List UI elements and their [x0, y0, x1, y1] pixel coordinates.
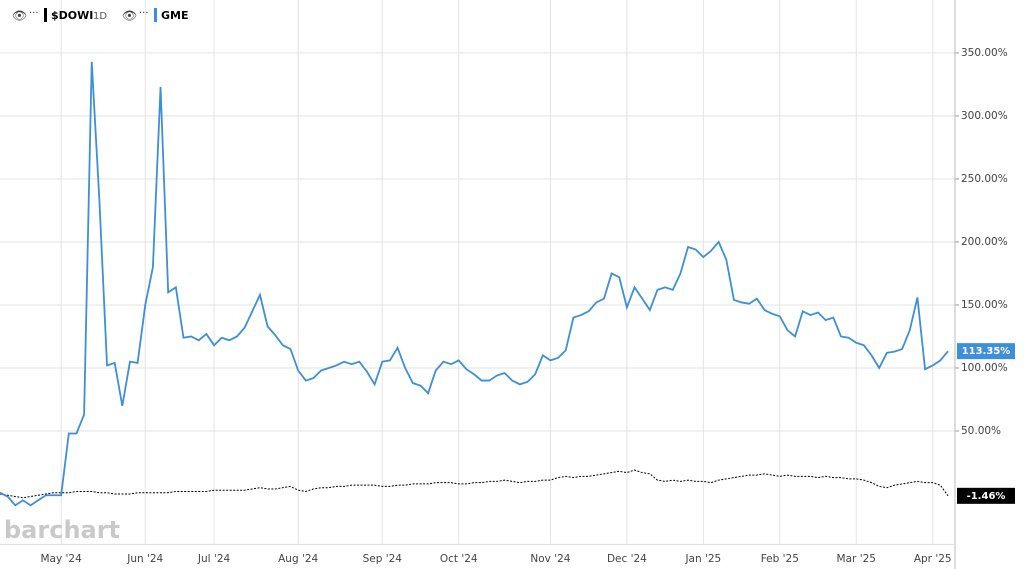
- watermark: barchart: [4, 516, 120, 544]
- x-tick-label: Sep '24: [363, 553, 403, 565]
- series-line: [0, 469, 949, 499]
- eye-icon: 👁: [12, 9, 27, 23]
- legend-label: GME: [161, 9, 189, 22]
- x-tick-label: Apr '25: [914, 553, 952, 565]
- x-tick-label: Mar '25: [837, 553, 876, 565]
- interval-label: 1D: [93, 11, 107, 22]
- y-tick-label: 350.00%: [961, 47, 1008, 59]
- value-label-box: [957, 343, 1015, 360]
- y-tick-label: 50.00%: [961, 425, 1001, 437]
- x-tick-label: Aug '24: [278, 553, 318, 565]
- value-label: 113.35%: [962, 346, 1011, 357]
- legend-swatch: [154, 8, 157, 22]
- legend-swatch: [44, 8, 47, 22]
- y-tick-label: 250.00%: [961, 173, 1008, 185]
- menu-dots: ···: [139, 8, 149, 19]
- x-tick-label: Feb '25: [761, 553, 799, 565]
- legend: 👁 ··· $DOWI 1D 👁 ··· GME: [12, 8, 189, 23]
- x-tick-label: Jun '24: [126, 553, 163, 565]
- y-tick-label: 150.00%: [961, 299, 1008, 311]
- legend-label: $DOWI: [51, 9, 93, 22]
- x-tick-label: Oct '24: [440, 553, 478, 565]
- menu-dots: ···: [29, 8, 39, 19]
- value-label: -1.46%: [967, 491, 1006, 502]
- x-tick-label: Jan '25: [684, 553, 721, 565]
- x-tick-label: Dec '24: [607, 553, 647, 565]
- x-tick-label: Jul '24: [197, 553, 231, 565]
- x-tick-label: Nov '24: [530, 553, 570, 565]
- x-tick-label: May '24: [41, 553, 83, 565]
- series-line: [0, 61, 949, 507]
- y-tick-label: 200.00%: [961, 236, 1008, 248]
- eye-icon: 👁: [122, 9, 137, 23]
- y-tick-label: 300.00%: [961, 110, 1008, 122]
- y-tick-label: 100.00%: [961, 362, 1008, 374]
- value-label-box: [957, 487, 1015, 504]
